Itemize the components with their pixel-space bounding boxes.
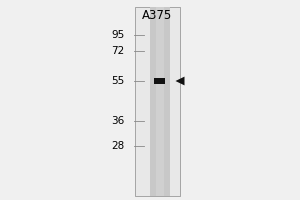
Text: 72: 72	[111, 46, 124, 56]
Bar	[135, 7, 180, 196]
Text: A375: A375	[142, 9, 172, 22]
Polygon shape	[176, 77, 184, 85]
Text: 95: 95	[111, 30, 124, 40]
Bar	[156, 7, 164, 196]
Text: 36: 36	[111, 116, 124, 126]
Text: 55: 55	[111, 76, 124, 86]
Bar	[150, 7, 170, 196]
Bar	[154, 78, 165, 84]
Text: 28: 28	[111, 141, 124, 151]
